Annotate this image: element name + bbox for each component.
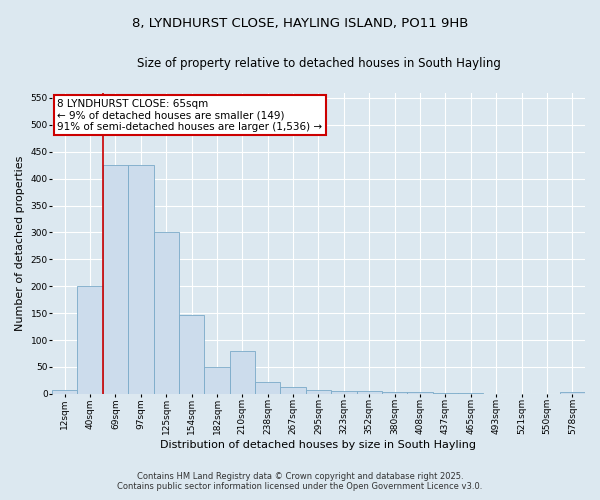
Text: 8, LYNDHURST CLOSE, HAYLING ISLAND, PO11 9HB: 8, LYNDHURST CLOSE, HAYLING ISLAND, PO11… [132, 18, 468, 30]
Text: 8 LYNDHURST CLOSE: 65sqm
← 9% of detached houses are smaller (149)
91% of semi-d: 8 LYNDHURST CLOSE: 65sqm ← 9% of detache… [58, 98, 322, 132]
Bar [230, 351, 255, 394]
Bar [280, 388, 306, 394]
Bar [382, 392, 407, 394]
Bar [356, 390, 382, 394]
Bar [103, 165, 128, 394]
X-axis label: Distribution of detached houses by size in South Hayling: Distribution of detached houses by size … [160, 440, 476, 450]
Text: Contains HM Land Registry data © Crown copyright and database right 2025.: Contains HM Land Registry data © Crown c… [137, 472, 463, 481]
Bar [560, 392, 585, 394]
Title: Size of property relative to detached houses in South Hayling: Size of property relative to detached ho… [137, 58, 500, 70]
Bar [433, 393, 458, 394]
Y-axis label: Number of detached properties: Number of detached properties [15, 156, 25, 331]
Bar [407, 392, 433, 394]
Bar [179, 315, 204, 394]
Text: Contains public sector information licensed under the Open Government Licence v3: Contains public sector information licen… [118, 482, 482, 491]
Bar [128, 165, 154, 394]
Bar [154, 232, 179, 394]
Bar [331, 390, 356, 394]
Bar [77, 286, 103, 394]
Bar [204, 367, 230, 394]
Bar [306, 390, 331, 394]
Bar [52, 390, 77, 394]
Bar [255, 382, 280, 394]
